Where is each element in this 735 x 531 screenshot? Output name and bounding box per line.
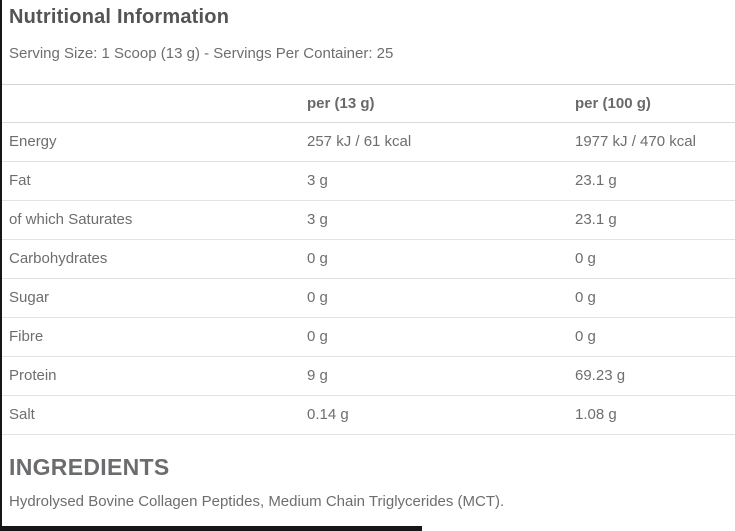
ingredients-text: Hydrolysed Bovine Collagen Peptides, Med… xyxy=(9,493,505,510)
column-header-per-serving: per (13 g) xyxy=(307,85,575,123)
row-label-sugar: Sugar xyxy=(2,279,307,318)
row-value-per-serving: 3 g xyxy=(307,162,575,201)
row-label-energy: Energy xyxy=(2,123,307,162)
row-value-per-100g: 69.23 g xyxy=(575,357,735,396)
serving-info: Serving Size: 1 Scoop (13 g) - Servings … xyxy=(9,45,394,62)
row-label-saturates: of which Saturates xyxy=(2,201,307,240)
page-title: Nutritional Information xyxy=(9,6,230,28)
row-value-per-100g: 23.1 g xyxy=(575,162,735,201)
row-value-per-100g: 1977 kJ / 470 kcal xyxy=(575,123,735,162)
row-value-per-serving: 0 g xyxy=(307,279,575,318)
row-value-per-serving: 257 kJ / 61 kcal xyxy=(307,123,575,162)
row-value-per-100g: 0 g xyxy=(575,318,735,357)
row-value-per-100g: 0 g xyxy=(575,279,735,318)
row-label-fat: Fat xyxy=(2,162,307,201)
bottom-edge-border xyxy=(2,526,422,531)
row-label-salt: Salt xyxy=(2,396,307,435)
row-value-per-serving: 0 g xyxy=(307,318,575,357)
row-value-per-100g: 0 g xyxy=(575,240,735,279)
row-value-per-serving: 0.14 g xyxy=(307,396,575,435)
row-value-per-100g: 1.08 g xyxy=(575,396,735,435)
row-label-fibre: Fibre xyxy=(2,318,307,357)
row-label-protein: Protein xyxy=(2,357,307,396)
ingredients-heading: INGREDIENTS xyxy=(9,454,170,480)
column-header-nutrient xyxy=(2,85,307,123)
row-value-per-100g: 23.1 g xyxy=(575,201,735,240)
nutrition-table: per (13 g) per (100 g) Energy 257 kJ / 6… xyxy=(2,84,735,435)
row-value-per-serving: 3 g xyxy=(307,201,575,240)
row-value-per-serving: 9 g xyxy=(307,357,575,396)
row-label-carbohydrates: Carbohydrates xyxy=(2,240,307,279)
row-value-per-serving: 0 g xyxy=(307,240,575,279)
column-header-per-100g: per (100 g) xyxy=(575,85,735,123)
